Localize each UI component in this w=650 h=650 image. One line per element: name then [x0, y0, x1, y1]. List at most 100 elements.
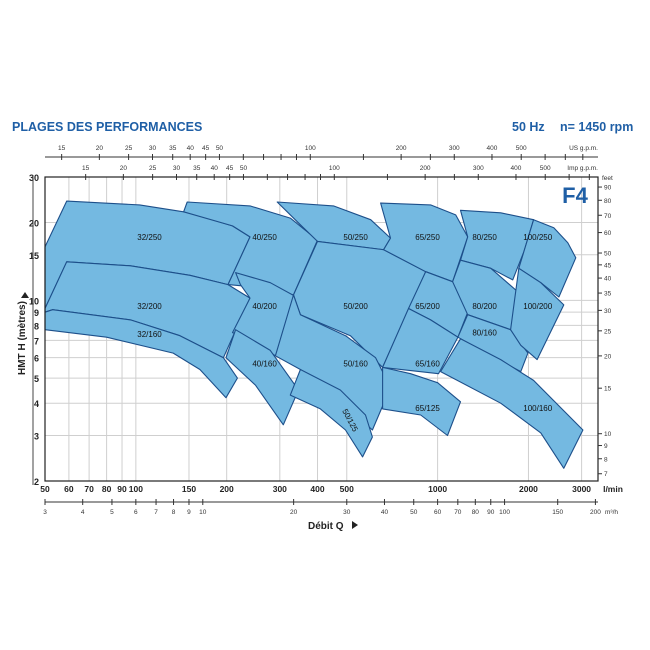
- m3h-tick-label: 20: [290, 509, 298, 516]
- x-tick-label: 50: [40, 484, 50, 494]
- m3h-tick-label: 100: [499, 509, 510, 516]
- y-tick-label: 3: [34, 431, 39, 441]
- m3h-tick-label: 150: [552, 509, 563, 516]
- y-tick-label: 15: [29, 251, 39, 261]
- zone-label: 80/160: [472, 329, 497, 338]
- m3h-tick-label: 6: [134, 509, 138, 516]
- y-tick-label: 5: [34, 374, 39, 384]
- us-gpm-tick-label: 40: [187, 145, 195, 152]
- feet-tick-label: 25: [604, 328, 612, 335]
- m3h-tick-label: 200: [590, 509, 601, 516]
- feet-tick-label: 50: [604, 251, 612, 258]
- zone-label: 65/125: [415, 404, 440, 413]
- x-tick-label: 2000: [519, 484, 538, 494]
- us-gpm-tick-label: 100: [305, 145, 316, 152]
- m3h-tick-label: 9: [187, 509, 191, 516]
- y-tick-label: 20: [29, 219, 39, 229]
- us-gpm-tick-label: 20: [96, 145, 104, 152]
- feet-tick-label: 10: [604, 431, 612, 438]
- m3h-tick-label: 10: [199, 509, 207, 516]
- x-tick-label: 300: [273, 484, 287, 494]
- zone-label: 50/200: [343, 302, 368, 311]
- zone-label: 50/250: [343, 233, 368, 242]
- zone-label: 40/250: [252, 233, 277, 242]
- m3h-tick-label: 70: [454, 509, 462, 516]
- zone-label: 40/200: [252, 302, 277, 311]
- imp-gpm-tick-label: 45: [226, 165, 234, 172]
- pump-zone-40-160: [225, 329, 300, 426]
- pump-zones: [44, 200, 584, 469]
- y-axis-title: HMT H (mètres): [17, 301, 28, 375]
- feet-tick-label: 35: [604, 291, 612, 298]
- pump-zone-100-160: [440, 338, 584, 469]
- y-axis-arrow-icon: [21, 292, 29, 298]
- x-unit-label: l/min: [603, 484, 623, 494]
- m3h-tick-label: 90: [487, 509, 495, 516]
- x-tick-label: 400: [310, 484, 324, 494]
- x-tick-label: 70: [84, 484, 94, 494]
- m3h-tick-label: 60: [434, 509, 442, 516]
- x-tick-label: 90: [117, 484, 127, 494]
- y-tick-label: 7: [34, 336, 39, 346]
- y-tick-label: 6: [34, 354, 39, 364]
- m3h-unit-label: m³/h: [605, 509, 618, 516]
- frequency-label: 50 Hz: [512, 120, 545, 134]
- y-tick-label: 8: [34, 321, 39, 331]
- x-tick-label: 500: [340, 484, 354, 494]
- pump-zone-50-125: [289, 368, 373, 458]
- imp-gpm-tick-label: 30: [173, 165, 181, 172]
- x-tick-label: 1000: [428, 484, 447, 494]
- zone-label: 50/160: [343, 359, 368, 368]
- m3h-tick-label: 30: [343, 509, 351, 516]
- feet-tick-label: 45: [604, 262, 612, 269]
- imp-gpm-tick-label: 100: [329, 165, 340, 172]
- m3h-tick-label: 8: [172, 509, 176, 516]
- m3h-tick-label: 3: [43, 509, 47, 516]
- series-badge: F4: [562, 183, 588, 208]
- imp-gpm-tick-label: 35: [193, 165, 201, 172]
- axes: 50 60 70 80 90 100 150 200 300 400 500 1000 2000 3000…: [29, 145, 623, 516]
- feet-tick-label: 9: [604, 443, 608, 450]
- feet-tick-label: 60: [604, 230, 612, 237]
- zone-label: 100/200: [523, 302, 552, 311]
- pump-zone-100-250: [518, 219, 577, 298]
- imp-gpm-tick-label: 40: [211, 165, 219, 172]
- zone-label: 40/160: [252, 359, 277, 368]
- x-tick-label: 200: [220, 484, 234, 494]
- zone-label: 100/250: [523, 233, 552, 242]
- feet-tick-label: 7: [604, 471, 608, 478]
- us-gpm-tick-label: 30: [149, 145, 157, 152]
- m3h-tick-label: 4: [81, 509, 85, 516]
- zone-labels: 32/250 32/200 32/160 40/250 40/200 40/160 50/2…: [137, 233, 552, 434]
- imp-gpm-tick-label: 20: [120, 165, 128, 172]
- x-tick-label: 60: [64, 484, 74, 494]
- x-tick-label: 100: [129, 484, 143, 494]
- zone-label: 80/250: [472, 233, 497, 242]
- y-tick-label: 30: [29, 173, 39, 183]
- zone-label: 65/250: [415, 233, 440, 242]
- feet-tick-label: 90: [604, 185, 612, 192]
- zone-label: 65/200: [415, 302, 440, 311]
- us-gpm-tick-label: 200: [396, 145, 407, 152]
- y-tick-label: 2: [34, 477, 39, 487]
- zone-label: 32/200: [137, 302, 162, 311]
- m3h-tick-label: 40: [381, 509, 389, 516]
- feet-tick-label: 8: [604, 456, 608, 463]
- zone-label: 65/160: [415, 359, 440, 368]
- plot-frame: [44, 176, 599, 482]
- us-gpm-tick-label: 25: [125, 145, 133, 152]
- x-tick-label: 150: [182, 484, 196, 494]
- us-gpm-tick-label: 15: [58, 145, 66, 152]
- us-gpm-tick-label: 300: [449, 145, 460, 152]
- y-tick-label: 10: [29, 296, 39, 306]
- x-axis-title: Débit Q: [308, 521, 344, 532]
- feet-tick-label: 20: [604, 353, 612, 360]
- feet-unit-label: feet: [602, 175, 613, 182]
- chart-title: PLAGES DES PERFORMANCES: [12, 120, 203, 134]
- imp-gpm-unit-label: Imp g.p.m.: [567, 165, 598, 172]
- zone-label: 32/160: [137, 330, 162, 339]
- m3h-tick-label: 80: [472, 509, 480, 516]
- us-gpm-unit-label: US g.p.m.: [569, 145, 598, 152]
- imp-gpm-tick-label: 500: [540, 165, 551, 172]
- imp-gpm-tick-label: 25: [149, 165, 157, 172]
